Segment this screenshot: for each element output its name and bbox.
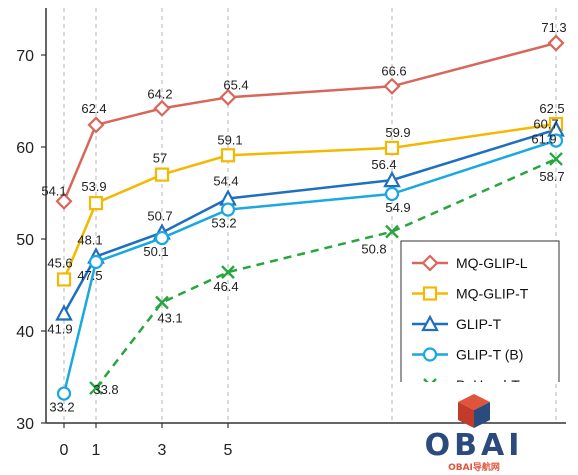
data-label: 71.3 bbox=[541, 20, 566, 35]
data-label: 62.5 bbox=[539, 101, 564, 116]
legend-marker bbox=[421, 254, 439, 272]
series-line-0 bbox=[62, 41, 557, 202]
data-label: 54.4 bbox=[213, 174, 238, 189]
legend-marker bbox=[422, 347, 438, 362]
y-tick-label: 50 bbox=[16, 232, 34, 249]
watermark-logo: OBAI OBAI导航网 bbox=[425, 394, 524, 473]
axes: 30 40 50 60 70 0 1 3 5 bbox=[16, 8, 566, 459]
x-tick-label: 0 bbox=[60, 442, 69, 459]
data-point-marker bbox=[56, 386, 72, 401]
y-tick-label: 60 bbox=[16, 140, 34, 157]
data-point-marker bbox=[154, 230, 170, 246]
data-point-marker bbox=[153, 99, 171, 117]
series-line-4 bbox=[95, 157, 557, 389]
data-point-marker bbox=[384, 186, 400, 202]
data-label: 66.6 bbox=[381, 63, 406, 78]
x-tick-label: 1 bbox=[92, 442, 101, 459]
data-label: 60.7 bbox=[533, 117, 558, 132]
data-label: 58.7 bbox=[539, 169, 564, 184]
data-point-marker bbox=[385, 224, 399, 239]
data-label: 59.9 bbox=[385, 125, 410, 140]
data-label: 43.1 bbox=[157, 310, 182, 325]
legend: MQ-GLIP-L MQ-GLIP-T GLIP-T GLIP-T (B) DyHead… bbox=[400, 240, 560, 393]
data-point-marker bbox=[220, 148, 236, 163]
data-label: 64.2 bbox=[147, 86, 172, 101]
legend-label: DyHead-T bbox=[456, 377, 520, 393]
data-label: 59.1 bbox=[217, 132, 242, 147]
data-point-marker bbox=[548, 133, 564, 148]
data-point-marker bbox=[220, 202, 236, 217]
legend-label: GLIP-T bbox=[456, 316, 502, 332]
legend-box: MQ-GLIP-L MQ-GLIP-T GLIP-T GLIP-T (B) DyHead… bbox=[400, 240, 560, 393]
data-label: 50.8 bbox=[361, 242, 386, 257]
data-label: 47.5 bbox=[77, 268, 102, 283]
data-point-marker bbox=[547, 34, 565, 52]
data-point-marker bbox=[384, 140, 400, 156]
data-label: 33.2 bbox=[49, 400, 74, 415]
series-line-1 bbox=[62, 122, 557, 280]
data-point-marker bbox=[56, 272, 72, 287]
data-point-marker bbox=[155, 295, 169, 310]
data-label: 53.9 bbox=[81, 179, 106, 194]
series-markers bbox=[55, 34, 565, 401]
y-tick-label: 40 bbox=[16, 324, 34, 341]
data-label: 33.8 bbox=[93, 382, 118, 397]
data-label: 57 bbox=[153, 151, 167, 166]
data-label: 54.9 bbox=[385, 200, 410, 215]
data-point-marker bbox=[221, 265, 235, 279]
data-label: 62.4 bbox=[81, 101, 106, 116]
data-label: 54.1 bbox=[41, 183, 66, 198]
data-label: 61.9 bbox=[531, 132, 556, 147]
legend-label: MQ-GLIP-T bbox=[456, 286, 529, 302]
data-point-marker bbox=[383, 170, 401, 188]
data-point-marker bbox=[88, 254, 104, 270]
data-label: 65.4 bbox=[223, 77, 248, 92]
data-label: 41.9 bbox=[47, 322, 72, 337]
data-point-marker bbox=[89, 381, 103, 395]
data-point-marker bbox=[55, 192, 73, 210]
data-point-marker bbox=[87, 116, 105, 134]
data-point-marker bbox=[219, 88, 237, 106]
cube-logo-icon bbox=[458, 394, 490, 428]
data-point-marker bbox=[88, 196, 104, 211]
data-label: 45.6 bbox=[47, 255, 72, 270]
data-point-marker bbox=[154, 167, 170, 182]
data-label: 50.1 bbox=[143, 244, 168, 259]
legend-label: MQ-GLIP-L bbox=[456, 255, 528, 271]
data-label: 56.4 bbox=[371, 157, 396, 172]
legend-label: GLIP-T (B) bbox=[456, 347, 523, 363]
series-line-3 bbox=[62, 139, 557, 394]
data-labels: 54.1 62.4 64.2 65.4 66.6 71.3 45.6 53.9 57 59.1 59… bbox=[41, 20, 566, 415]
x-tick-label: 3 bbox=[158, 442, 167, 459]
data-label: 48.1 bbox=[77, 232, 102, 247]
y-tick-label: 70 bbox=[16, 48, 34, 65]
data-point-marker bbox=[549, 152, 563, 166]
data-label: 50.7 bbox=[147, 209, 172, 224]
data-point-marker bbox=[383, 77, 401, 95]
data-point-marker bbox=[55, 304, 73, 321]
legend-marker bbox=[421, 314, 439, 332]
legend-marker bbox=[423, 378, 437, 382]
data-label: 53.2 bbox=[211, 216, 236, 231]
data-label: 46.4 bbox=[213, 279, 238, 294]
legend-marker bbox=[422, 286, 438, 301]
watermark-sub-text: OBAI导航网 bbox=[448, 461, 500, 473]
x-tick-label: 5 bbox=[224, 442, 233, 459]
y-tick-label: 30 bbox=[16, 416, 34, 433]
watermark-logo-text: OBAI bbox=[425, 428, 524, 463]
